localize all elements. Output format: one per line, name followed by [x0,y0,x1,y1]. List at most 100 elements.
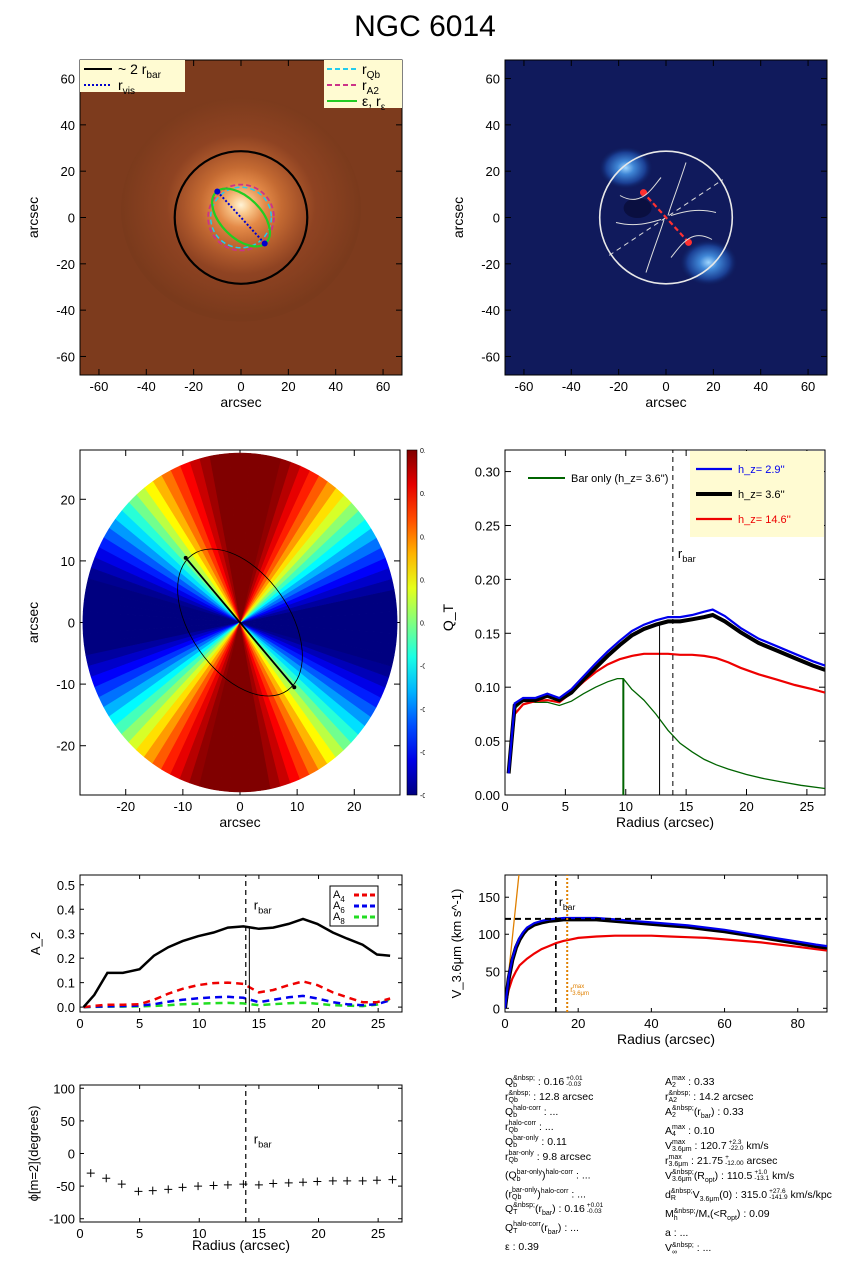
x-tick-label: 10 [619,799,633,814]
y-axis-label: A_2 [28,932,43,955]
phase-point [117,1180,126,1189]
amplitude-line [83,998,391,1009]
phase-point [148,1186,157,1195]
ra2-circle [207,183,275,252]
legend-label: A8 [333,911,345,926]
x-tick-label: -40 [137,379,156,394]
colorbar-tick-label: -0.10 [420,707,425,714]
phase-point [102,1174,111,1183]
y-tick-label: 60 [486,72,500,87]
x-tick-label: 60 [801,379,815,394]
x-tick-label: 0 [662,379,669,394]
y-tick-label: 0.30 [475,465,500,480]
parameter-row: d &nbsp; R V3.6μm(0) : 315.0 +27.6 -141.9 km/… [665,1187,832,1204]
plot-area [505,875,827,1012]
legend-label: ~ 2 rbar [118,61,162,81]
phase-point [388,1175,397,1184]
y-tick-label: 100 [53,1081,75,1096]
x-axis-label: arcsec [219,814,260,830]
y-tick-label: -100 [49,1212,75,1227]
torque-wedge [239,622,398,634]
y-tick-label: 0.3 [57,927,75,942]
x-tick-label: 20 [281,379,295,394]
legend-label: Bar only (h_z= 3.6'') [571,473,668,485]
legend-label: ε, rε [362,93,386,113]
qt-line [507,608,825,774]
x-tick-label: 15 [252,1016,266,1030]
y-tick-label: 20 [61,164,75,179]
y-tick-label: 150 [478,890,500,905]
colorbar-tick-label: 0.20 [420,448,425,455]
x-tick-label: 5 [136,1016,143,1030]
parameter-row: (Q bar-only b)halo-corr : ... [505,1168,591,1183]
rvis-dot [261,240,268,247]
y-tick-label: 20 [486,164,500,179]
x-tick-label: 20 [311,1226,325,1241]
parameter-row: Q &nbsp; b : 0.16 +0.01 -0.03 [505,1074,583,1090]
x-tick-label: 5 [562,799,569,814]
y-axis-label: V_3.6μm (km s^-1) [449,889,464,999]
y-tick-label: 0.1 [57,976,75,991]
axes-frame [79,1084,403,1223]
x-tick-label: 20 [571,1016,585,1031]
y-tick-label: -60 [481,349,500,364]
plot-area [82,875,391,1012]
x-tick-label: 20 [739,799,753,814]
colorbar-tick-label: 0.05 [420,577,425,584]
y-tick-label: 50 [486,964,500,979]
y-tick-label: 0 [68,1147,75,1162]
x-tick-label: 0 [236,799,243,814]
x-tick-label: 60 [717,1016,731,1031]
phase-point [223,1180,232,1189]
y-tick-label: 0 [68,211,75,226]
colorbar-tick-label: 0.15 [420,491,425,498]
y-tick-label: 0.00 [475,788,500,803]
x-axis-label: arcsec [220,394,261,410]
x-axis-label: Radius (arcsec) [616,814,714,830]
bar-end-dot [684,238,692,246]
y-tick-label: 0.15 [475,626,500,641]
rbar-label: rbar [678,546,696,564]
y-tick-label: 0.10 [475,680,500,695]
parameter-row: A &nbsp; 2 (rbar) : 0.33 [665,1105,744,1121]
parameter-row: r max 3.6μm : 21.75 + -12.00 arcsec [665,1153,778,1169]
y-axis-label: ϕ[m=2](degrees) [26,1106,41,1202]
phase-point [254,1180,263,1189]
y-tick-label: 40 [61,118,75,133]
parameter-row: r &nbsp; A2 : 14.2 arcsec [665,1090,754,1105]
bar-end-dot [183,555,188,560]
axes-frame [79,874,403,1013]
phase-point [313,1177,322,1186]
y-tick-label: 0.0 [57,1000,75,1015]
y-tick-label: -10 [56,677,75,692]
x-tick-label: 80 [790,1016,804,1031]
colorbar-tick-label: 0.10 [420,534,425,541]
x-tick-label: -40 [562,379,581,394]
velocity-line [505,934,827,1009]
y-tick-label: 100 [478,927,500,942]
velocity-line [505,917,827,1009]
y-tick-label: 0.4 [57,902,75,917]
legend-label: rA2 [362,77,379,97]
y-tick-label: -20 [56,257,75,272]
y-tick-label: -40 [56,303,75,318]
torque-map-panel: -20 -10 0 10 20 -20 -10 0 10 20 arcsec arcsec 0.20 0.… [25,448,425,830]
phase-point [209,1181,218,1190]
legend-label: rQb [362,61,381,81]
bar-end-dot [292,685,297,690]
plot-area [86,1085,397,1222]
x-tick-label: 40 [753,379,767,394]
legend-label: h_z= 14.6'' [738,514,791,526]
x-tick-label: 60 [376,379,390,394]
rbar-label: rbar [254,1132,272,1150]
parameter-row: Q &nbsp; T (rbar) : 0.16 +0.01 -0.03 [505,1201,604,1218]
y-tick-label: 50 [61,1114,75,1129]
rqb-circle [209,186,273,249]
bar-end-dot [640,189,648,197]
x-tick-label: 40 [644,1016,658,1031]
plot-area [506,450,825,795]
legend-label: h_z= 2.9'' [738,464,785,476]
y-tick-label: 10 [61,554,75,569]
